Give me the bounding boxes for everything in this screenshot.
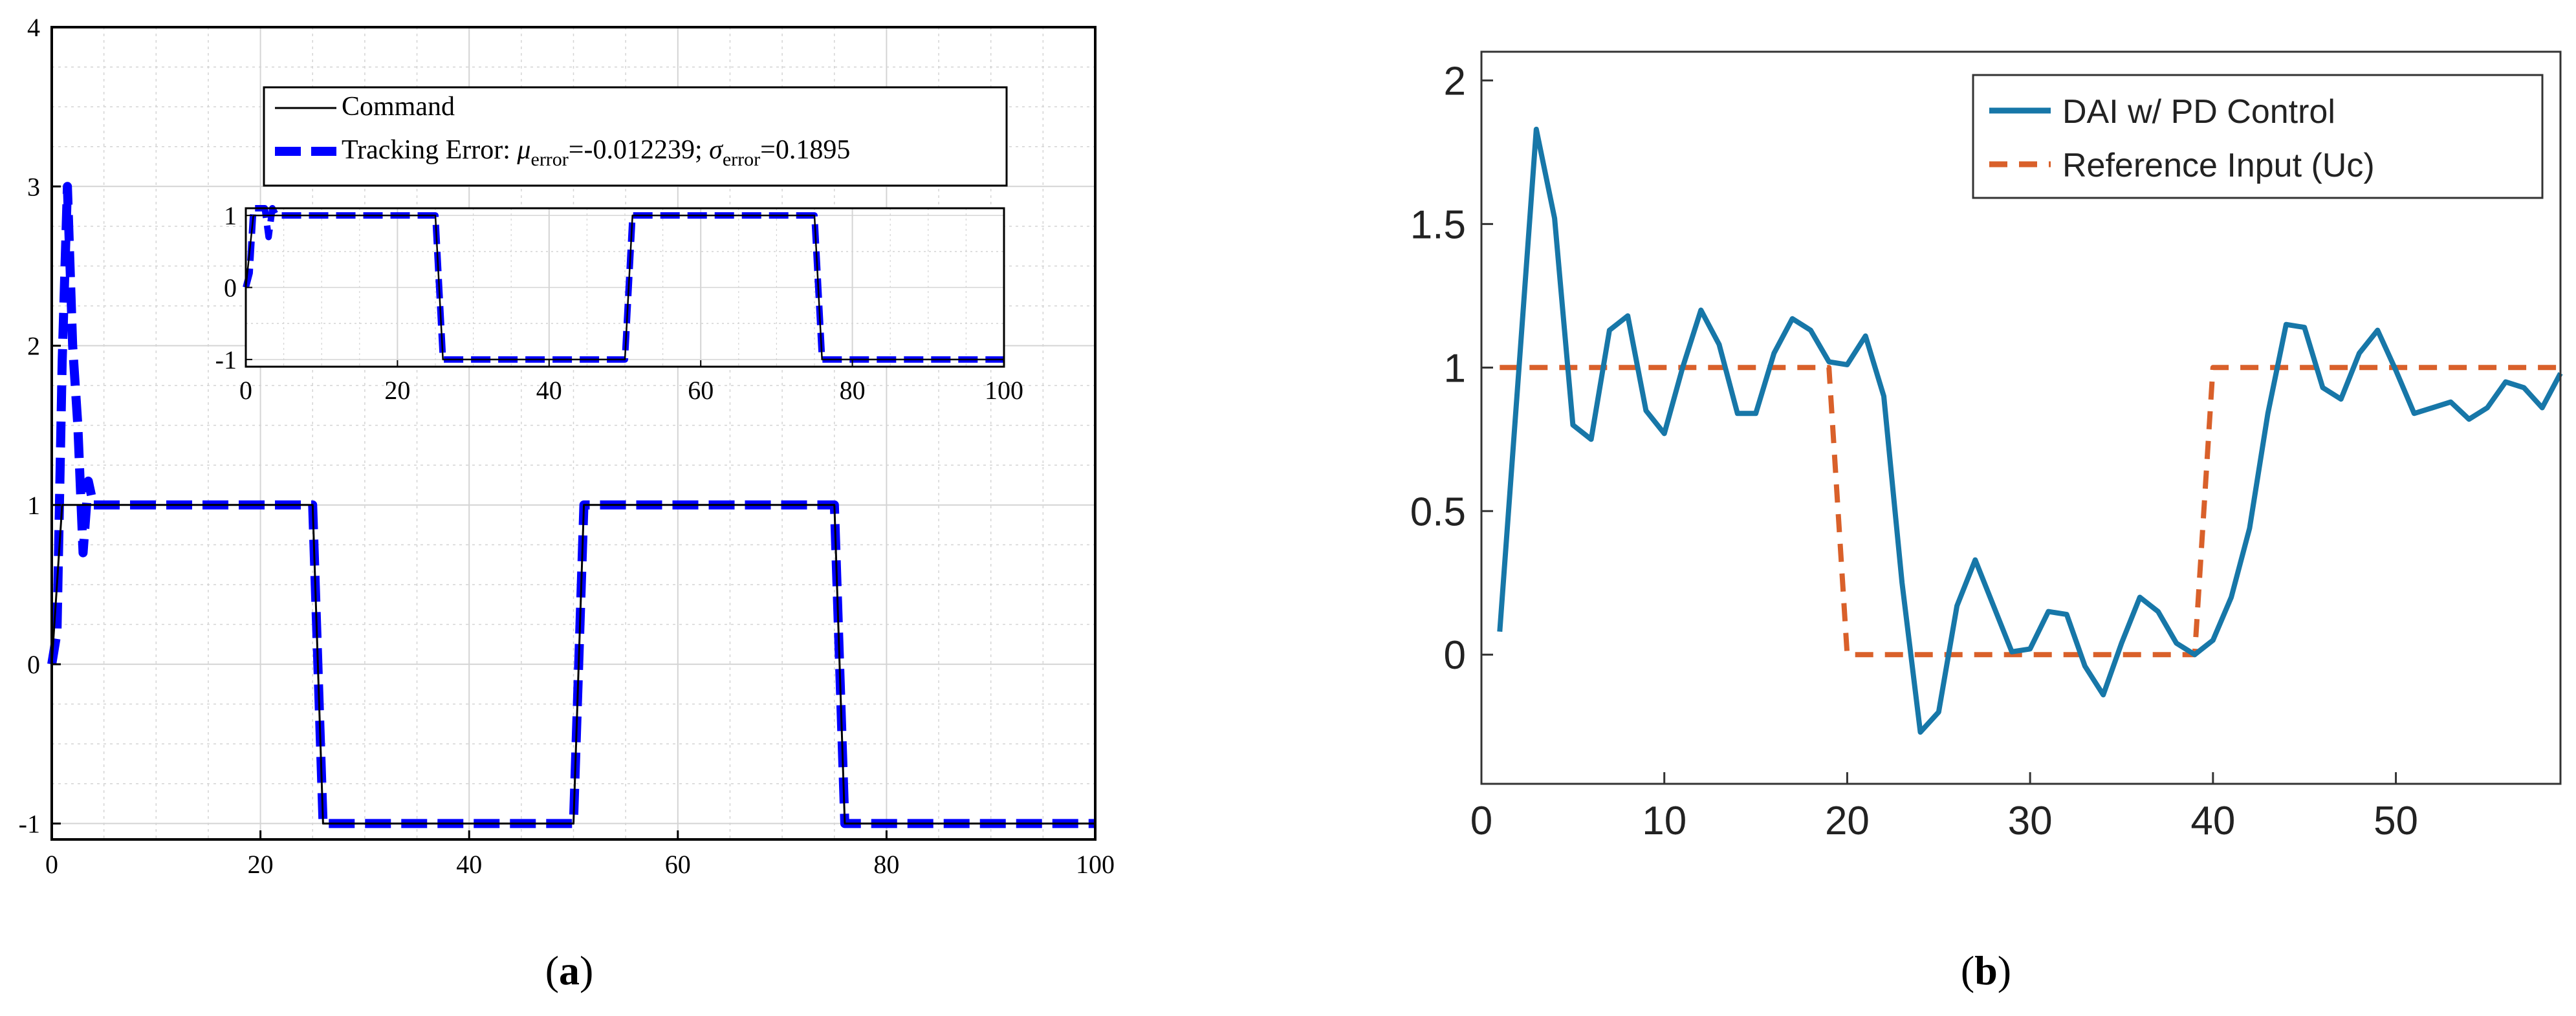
legend-mu-value: =-0.012239; xyxy=(569,135,703,165)
inset-x-tick-label: 0 xyxy=(239,376,252,405)
panel-b-series xyxy=(1497,126,2563,735)
legend-reference-label: Reference Input (Uc) xyxy=(2062,147,2375,184)
panel-a-inset: 0 20 40 60 80 100-101 xyxy=(215,201,1023,405)
panel-a-inset-ticks: 0 20 40 60 80 100-101 xyxy=(215,201,1023,405)
inset-y-tick-label: 0 xyxy=(224,274,237,303)
caption-b-letter: b xyxy=(1974,947,1998,993)
b-y-tick-label: 2 xyxy=(1444,59,1466,103)
caption-b-open: ( xyxy=(1961,947,1974,993)
b-x-tick-label: 30 xyxy=(2008,799,2053,843)
caption-b-close: ) xyxy=(1998,947,2011,993)
legend-command-label: Command xyxy=(342,92,455,122)
legend-sigma-value: =0.1895 xyxy=(760,135,850,165)
x-tick-label: 60 xyxy=(665,850,691,879)
panel-b-legend-box xyxy=(1972,74,2544,199)
inset-x-tick-label: 40 xyxy=(536,376,562,405)
b-y-tick-label: 0 xyxy=(1444,633,1466,678)
x-tick-label: 20 xyxy=(248,850,274,879)
y-tick-label: 0 xyxy=(27,650,40,679)
b-y-tick-label: 1 xyxy=(1444,346,1466,391)
series-command-line xyxy=(50,504,1095,825)
legend-mu-subscript: error xyxy=(531,149,569,170)
b-x-tick-label: 40 xyxy=(2190,799,2235,843)
caption-a-close: ) xyxy=(580,947,593,993)
inset-command-line xyxy=(245,214,1004,361)
y-tick-label: 1 xyxy=(27,491,40,520)
b-x-tick-label: 10 xyxy=(1642,799,1686,843)
panel-b-chart: 0 10 20 30 40 50 0 0.5 1 1.5 2 DAI w/ PD Control R… xyxy=(1410,50,2563,843)
panel-a-legend: Command Tracking Error: μerror=-0.012239… xyxy=(263,86,1008,187)
caption-a-open: ( xyxy=(545,947,559,993)
series-tracking-error-line xyxy=(47,182,1095,828)
y-tick-label: 2 xyxy=(27,332,40,361)
panel-b-axes-box xyxy=(1480,50,2562,785)
y-tick-label: 4 xyxy=(27,13,40,42)
series-reference-input-line xyxy=(1500,365,2560,658)
y-tick-label: -1 xyxy=(19,809,40,838)
inset-x-tick-label: 60 xyxy=(688,376,714,405)
inset-y-tick-label: -1 xyxy=(215,345,237,374)
x-tick-label: 40 xyxy=(456,850,482,879)
panel-a-axes-box xyxy=(50,26,1097,841)
caption-a: (a) xyxy=(545,947,594,993)
inset-x-tick-label: 100 xyxy=(985,376,1023,405)
legend-spacer xyxy=(703,135,710,165)
b-x-tick-label: 20 xyxy=(1825,799,1870,843)
panel-a-series xyxy=(47,182,1095,828)
inset-x-tick-label: 80 xyxy=(840,376,866,405)
legend-tracking-prefix: Tracking Error: xyxy=(342,135,517,165)
panel-b-ticks: 0 10 20 30 40 50 0 0.5 1 1.5 2 xyxy=(1410,59,2418,843)
legend-tracking-label: Tracking Error: μerror=-0.012239; σerror… xyxy=(342,135,850,170)
legend-dai-label: DAI w/ PD Control xyxy=(2062,93,2335,131)
b-y-tick-label: 0.5 xyxy=(1410,490,1466,534)
series-dai-pd-control-line xyxy=(1497,126,2563,735)
panel-a-legend-box xyxy=(263,86,1008,187)
caption-b: (b) xyxy=(1961,947,2011,993)
x-tick-label: 0 xyxy=(45,850,58,879)
y-tick-label: 3 xyxy=(27,172,40,201)
x-tick-label: 100 xyxy=(1076,850,1115,879)
legend-sigma-subscript: error xyxy=(723,149,760,170)
inset-x-tick-label: 20 xyxy=(384,376,410,405)
b-y-tick-label: 1.5 xyxy=(1410,202,1466,247)
x-tick-label: 80 xyxy=(873,850,899,879)
caption-a-letter: a xyxy=(559,947,580,993)
legend-sigma-symbol: σ xyxy=(709,135,724,165)
legend-mu-symbol: μ xyxy=(516,135,530,165)
b-x-tick-label: 50 xyxy=(2374,799,2418,843)
b-x-tick-label: 0 xyxy=(1470,799,1492,843)
panel-b-legend: DAI w/ PD Control Reference Input (Uc) xyxy=(1972,74,2544,199)
inset-y-tick-label: 1 xyxy=(224,201,237,230)
